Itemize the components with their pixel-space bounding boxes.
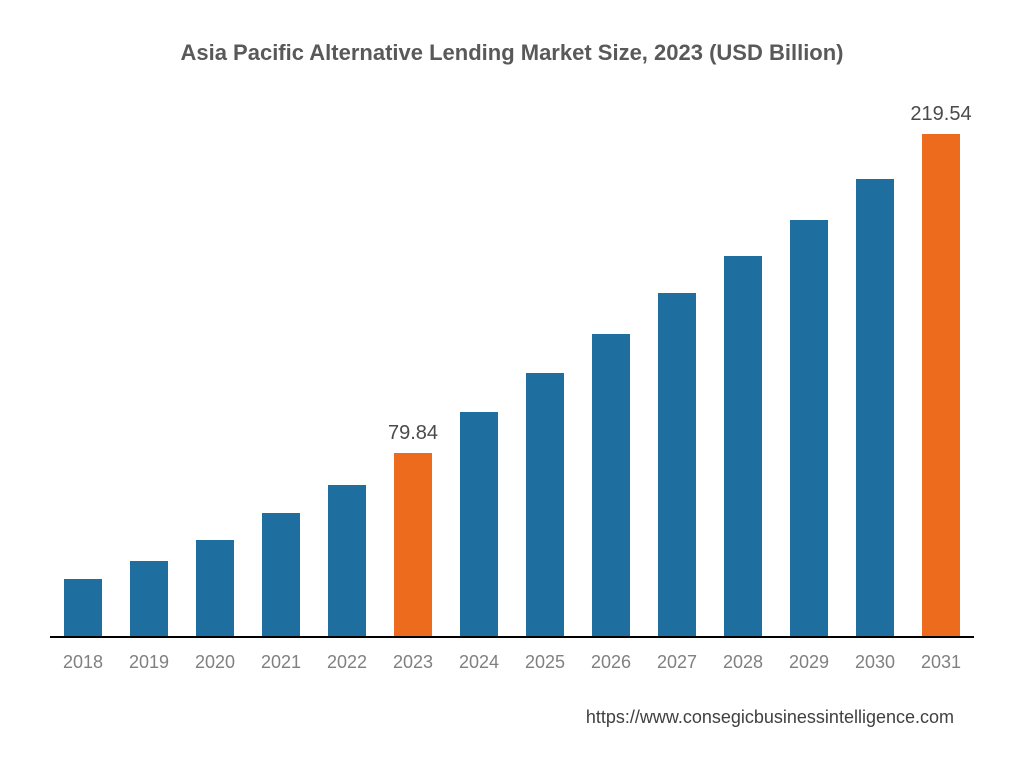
x-axis-label: 2021 bbox=[248, 652, 314, 673]
source-url: https://www.consegicbusinessintelligence… bbox=[586, 707, 954, 728]
bar-wrap bbox=[776, 110, 842, 636]
bar-wrap bbox=[710, 110, 776, 636]
bar-value-label: 79.84 bbox=[380, 422, 446, 445]
bars-group: 79.84 219.54 bbox=[50, 110, 974, 636]
bar-wrap bbox=[512, 110, 578, 636]
bar-wrap: 79.84 bbox=[380, 110, 446, 636]
bar bbox=[130, 561, 168, 636]
x-axis-label: 2019 bbox=[116, 652, 182, 673]
bar bbox=[394, 453, 432, 636]
bar-wrap bbox=[446, 110, 512, 636]
x-axis-label: 2018 bbox=[50, 652, 116, 673]
x-axis-labels: 2018201920202021202220232024202520262027… bbox=[50, 652, 974, 673]
bar-wrap bbox=[842, 110, 908, 636]
x-axis-label: 2027 bbox=[644, 652, 710, 673]
bar-wrap bbox=[314, 110, 380, 636]
bar-wrap bbox=[182, 110, 248, 636]
bar-value-label: 219.54 bbox=[908, 103, 974, 126]
bar bbox=[262, 513, 300, 636]
x-axis-label: 2023 bbox=[380, 652, 446, 673]
bar bbox=[526, 373, 564, 636]
bar bbox=[922, 134, 960, 636]
chart-container: Asia Pacific Alternative Lending Market … bbox=[0, 0, 1024, 768]
bar-wrap bbox=[50, 110, 116, 636]
bar bbox=[724, 256, 762, 636]
chart-title: Asia Pacific Alternative Lending Market … bbox=[0, 40, 1024, 66]
bar-wrap bbox=[644, 110, 710, 636]
bar-wrap: 219.54 bbox=[908, 110, 974, 636]
bar bbox=[64, 579, 102, 636]
bar bbox=[592, 334, 630, 636]
x-axis-label: 2030 bbox=[842, 652, 908, 673]
x-axis-label: 2029 bbox=[776, 652, 842, 673]
bar bbox=[856, 179, 894, 636]
bar-wrap bbox=[248, 110, 314, 636]
x-axis-label: 2024 bbox=[446, 652, 512, 673]
x-axis-label: 2026 bbox=[578, 652, 644, 673]
bar bbox=[658, 293, 696, 636]
bar bbox=[790, 220, 828, 636]
bar bbox=[196, 540, 234, 636]
x-axis-label: 2020 bbox=[182, 652, 248, 673]
bar bbox=[328, 485, 366, 636]
x-axis-label: 2022 bbox=[314, 652, 380, 673]
x-axis-label: 2031 bbox=[908, 652, 974, 673]
bar-wrap bbox=[578, 110, 644, 636]
bar-wrap bbox=[116, 110, 182, 636]
bar bbox=[460, 412, 498, 636]
x-axis-label: 2025 bbox=[512, 652, 578, 673]
x-axis-label: 2028 bbox=[710, 652, 776, 673]
plot-area: 79.84 219.54 bbox=[50, 110, 974, 638]
